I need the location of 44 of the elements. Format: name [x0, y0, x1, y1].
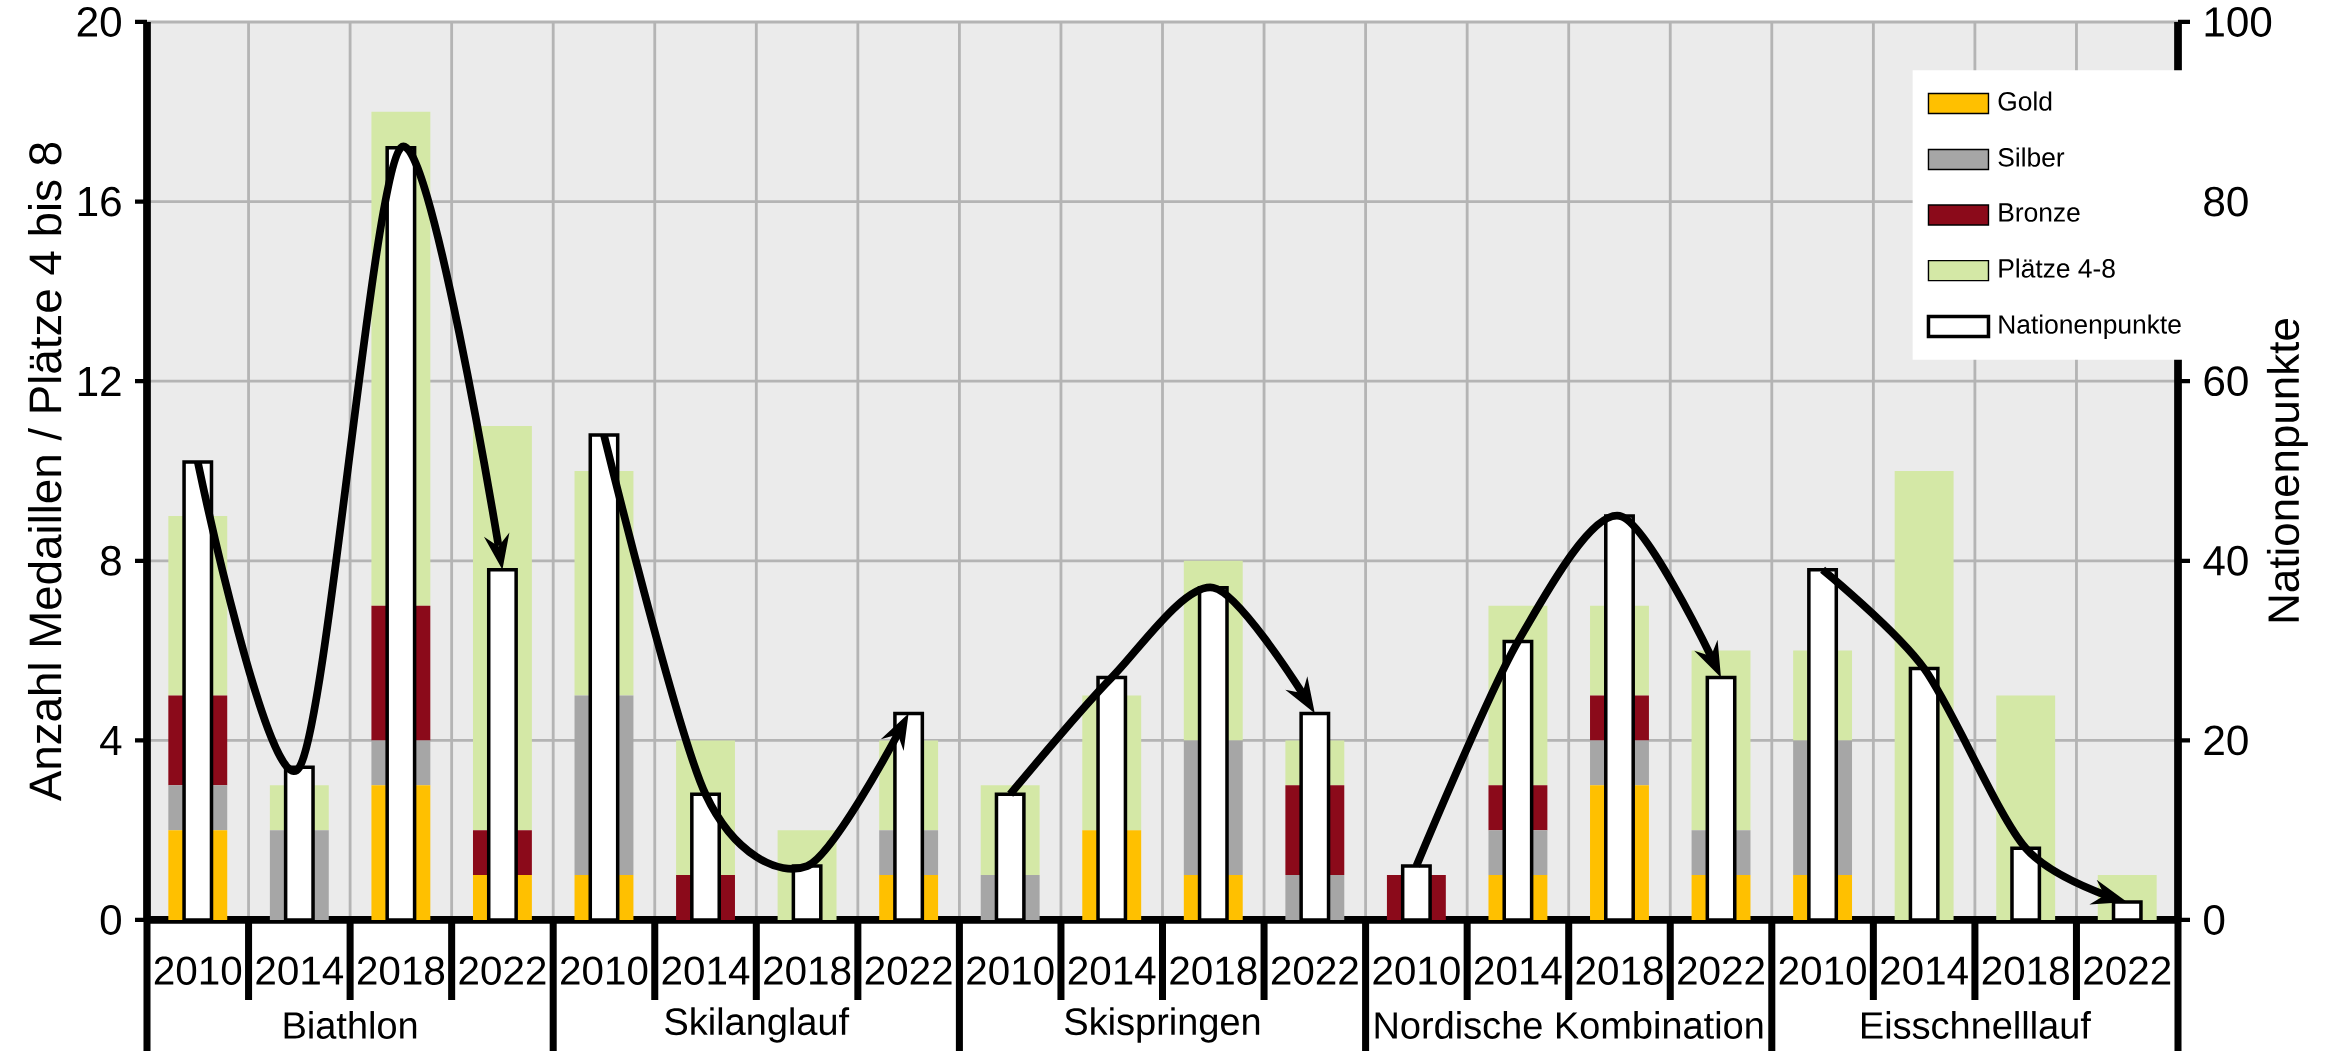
- legend-label: Gold: [1998, 91, 2052, 111]
- y2-tick-label: 100: [2205, 7, 2272, 37]
- x-tick-label: 2018: [1170, 956, 1257, 986]
- x-tick-label: 2014: [662, 956, 750, 986]
- x-tick-label: 2010: [154, 956, 242, 986]
- y-tick-label: 16: [78, 186, 121, 217]
- legend-label: Nationenpunkte: [1999, 314, 2181, 339]
- text: Biathlon: [284, 1011, 417, 1039]
- x-tick-label: 2018: [764, 956, 851, 986]
- x-tick-label: 2018: [1982, 956, 2069, 986]
- y-tick-label: 20: [77, 7, 121, 37]
- x-tick-label: 2014: [1068, 956, 1156, 986]
- y2-tick-label: 80: [2204, 186, 2248, 217]
- x-tick-label: 2022: [1271, 956, 1358, 986]
- text: Skilanglauf: [665, 1007, 850, 1043]
- text: Eisschnelllauf: [1862, 1011, 2091, 1039]
- y-tick-label: 4: [100, 725, 122, 755]
- y-tick-label: 8: [100, 545, 121, 576]
- legend-label: Silber: [1998, 147, 2065, 167]
- y2-tick-label: 40: [2203, 545, 2248, 576]
- legend-label: Bronze: [1999, 203, 2080, 222]
- x-tick-label: 2010: [967, 956, 1054, 986]
- x-tick-label: 2014: [1881, 956, 1968, 986]
- x-tick-label: 2014: [1475, 956, 1562, 986]
- x-tick-label: 2022: [459, 956, 546, 986]
- y-axis-title: Anzahl Medaillen / Plätze 4 bis 8: [27, 142, 62, 802]
- x-tick-label: 2018: [1576, 956, 1663, 986]
- x-tick-label: 2010: [1373, 956, 1460, 986]
- x-tick-label: 2014: [256, 956, 344, 986]
- y-tick-label: 12: [78, 366, 121, 396]
- x-tick-label: 2010: [1779, 956, 1866, 986]
- text: Nordische Kombination: [1375, 1011, 1763, 1039]
- y2-axis-title: Nationenpunkte: [2266, 319, 2308, 622]
- x-tick-label: 2018: [357, 956, 445, 986]
- y2-tick-label: 60: [2204, 366, 2248, 397]
- x-tick-label: 2010: [561, 956, 648, 986]
- x-tick-label: 2022: [2084, 956, 2171, 986]
- y2-tick-label: 20: [2204, 725, 2248, 756]
- text: Skispringen: [1065, 1007, 1260, 1043]
- x-tick-label: 2022: [1678, 956, 1764, 986]
- y-tick-label: 0: [100, 905, 121, 935]
- legend-label: Plätze 4-8: [1999, 258, 2115, 278]
- y2-tick-label: 0: [2204, 905, 2225, 935]
- x-tick-label: 2022: [865, 956, 952, 986]
